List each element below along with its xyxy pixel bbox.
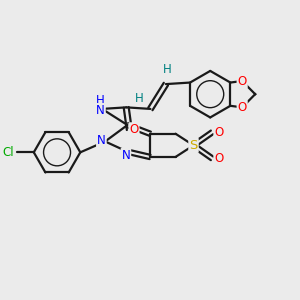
Text: O: O — [214, 126, 224, 139]
Text: O: O — [129, 123, 139, 136]
Text: N: N — [122, 149, 130, 162]
Text: N: N — [97, 134, 106, 147]
Text: S: S — [189, 139, 198, 152]
Text: H: H — [163, 63, 172, 76]
Text: O: O — [238, 101, 247, 114]
Text: H: H — [96, 94, 105, 107]
Text: H: H — [135, 92, 144, 105]
Text: N: N — [96, 104, 105, 117]
Text: O: O — [238, 74, 247, 88]
Text: O: O — [214, 152, 224, 165]
Text: Cl: Cl — [2, 146, 14, 159]
